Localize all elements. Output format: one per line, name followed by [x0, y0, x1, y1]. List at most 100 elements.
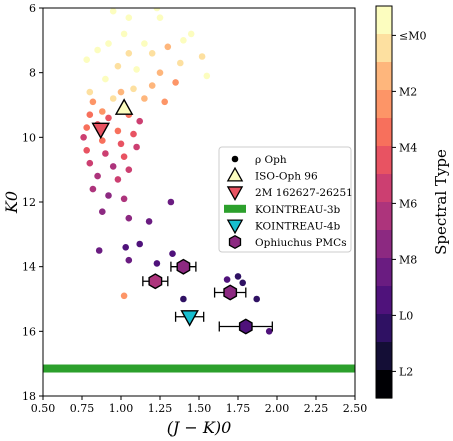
rho-oph-point: [114, 176, 122, 183]
rho-oph-point: [125, 14, 133, 21]
rho-oph-point: [253, 295, 260, 303]
legend-marker-2: [226, 186, 244, 202]
rho-oph-point: [223, 276, 231, 283]
colorbar-segment: [376, 34, 392, 63]
colorbar-tick-label: M8: [399, 253, 417, 266]
x-tick-label: 1.00: [109, 402, 134, 415]
colorbar-segment: [376, 314, 392, 343]
rho-oph-point: [180, 295, 187, 303]
y-tick-label: 12: [22, 196, 36, 209]
x-tick-label: 2.50: [343, 402, 368, 415]
rho-oph-point: [130, 130, 137, 138]
rho-oph-point: [105, 192, 112, 199]
colorbar-segment: [376, 118, 392, 147]
colorbar-tick-label: ≤M0: [399, 29, 426, 42]
x-tick-label: 1.75: [226, 402, 251, 415]
legend-marker-5: [228, 234, 242, 250]
rho-oph-point: [102, 75, 109, 83]
rho-oph-point: [239, 279, 246, 287]
rho-oph-point: [83, 124, 90, 131]
rho-oph-point: [145, 218, 153, 225]
colorbar-segment: [376, 342, 392, 371]
rho-oph-point: [136, 240, 143, 248]
colorbar-segment: [376, 6, 392, 35]
rho-oph-point: [83, 56, 90, 63]
rho-oph-point: [141, 40, 148, 47]
x-tick-label: 2.00: [265, 402, 290, 415]
colorbar-segment: [376, 370, 392, 399]
rho-oph-point: [120, 195, 128, 203]
rho-oph-point: [148, 82, 156, 89]
rho-oph-point: [130, 85, 137, 93]
rho-oph-point: [120, 153, 128, 160]
rho-oph-point: [156, 69, 164, 76]
rho-oph-point: [117, 140, 125, 148]
rho-oph-point: [114, 127, 122, 135]
rho-oph-point: [167, 198, 175, 206]
rho-oph-point: [153, 8, 161, 12]
colorbar-segment: [376, 146, 392, 175]
colorbar-segment: [376, 286, 392, 315]
y-tick-label: 16: [22, 325, 36, 338]
colorbar-segment: [376, 90, 392, 119]
legend-label-2: 2M 162627-26251: [255, 187, 353, 199]
rho-oph-point: [122, 244, 129, 251]
legend-marker-3: [224, 204, 246, 213]
rho-oph-point: [148, 50, 156, 57]
colorbar-segment: [376, 62, 392, 91]
rho-oph-point: [102, 150, 109, 157]
colorbar-tick-label: L2: [399, 365, 413, 378]
rho-oph-point: [94, 172, 101, 180]
rho-oph-point: [198, 53, 206, 60]
rho-oph-point: [120, 30, 128, 38]
y-tick-label: 10: [22, 131, 36, 144]
legend-label-1: ISO-Oph 96: [255, 171, 318, 183]
rho-oph-point: [86, 159, 94, 167]
x-tick-label: 0.50: [31, 402, 56, 415]
colorbar-segment: [376, 202, 392, 231]
y-tick-label: 8: [29, 67, 36, 80]
rho-oph-point: [99, 208, 106, 215]
rho-oph-point: [172, 79, 179, 86]
rho-oph-point: [153, 260, 161, 267]
colorbar-tick-label: M4: [399, 141, 417, 154]
colorbar-tick-label: M6: [399, 197, 417, 210]
colorbar-segment: [376, 174, 392, 203]
pmc-marker: [176, 258, 191, 275]
rho-oph-point: [105, 114, 112, 122]
pmc-marker: [223, 284, 238, 301]
rho-oph-point: [83, 147, 90, 154]
y-tick-label: 18: [22, 390, 36, 403]
rho-oph-point: [95, 247, 103, 254]
kointreau-4b-marker: [180, 310, 199, 327]
rho-oph-point: [109, 95, 117, 102]
iso-oph-96-marker: [114, 98, 134, 115]
x-tick-label: 1.50: [187, 402, 212, 415]
colorbar-segment: [376, 258, 392, 287]
rho-oph-point: [86, 111, 94, 118]
kointreau-3b-band: [43, 364, 355, 373]
rho-oph-point: [187, 30, 195, 38]
legend-label-3: KOINTREAU-3b: [255, 204, 341, 216]
colorbar-frame: [375, 5, 393, 399]
colorbar-tick-label: M2: [399, 85, 417, 98]
rho-oph-point: [180, 37, 187, 44]
rho-oph-point: [125, 214, 133, 222]
y-tick-label: 14: [22, 261, 36, 274]
rho-oph-point: [136, 117, 143, 125]
rho-oph-point: [133, 66, 140, 73]
colorbar-tick-label: L0: [399, 309, 413, 322]
rho-oph-point: [89, 185, 97, 193]
rho-oph-point: [117, 88, 125, 96]
rho-oph-point: [133, 143, 140, 151]
legend-box: [218, 146, 352, 253]
2m-162627-marker: [91, 122, 110, 140]
rho-oph-point: [109, 163, 117, 170]
y-axis-label: K0: [2, 191, 21, 214]
rho-oph-point: [125, 166, 133, 173]
legend-marker-0: [231, 155, 239, 163]
rho-oph-point: [125, 256, 133, 264]
x-axis-label: (J − K)0: [167, 418, 232, 437]
colorbar-label: Spectral Type: [432, 149, 450, 255]
